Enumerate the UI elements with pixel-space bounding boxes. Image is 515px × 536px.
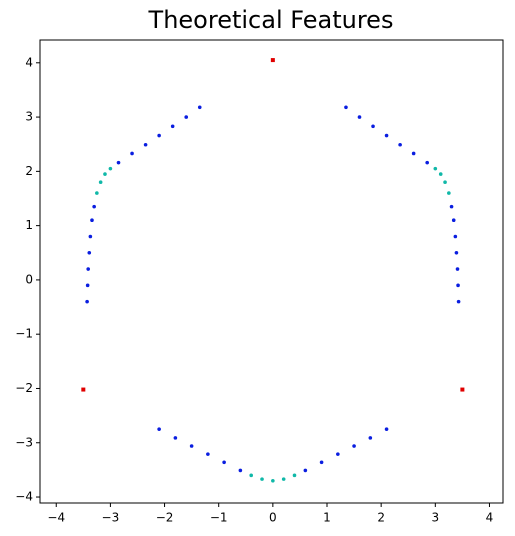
point — [238, 468, 243, 473]
point — [456, 283, 460, 288]
point — [85, 299, 89, 304]
point — [184, 115, 189, 119]
y-tick-label: 0 — [25, 272, 33, 286]
y-tick-label: −1 — [15, 327, 33, 341]
point — [425, 160, 429, 165]
point — [336, 452, 340, 456]
x-tick-label: −4 — [47, 511, 65, 525]
point — [411, 151, 416, 156]
point — [371, 124, 375, 129]
point — [384, 133, 389, 138]
point — [108, 166, 113, 171]
point — [197, 105, 202, 110]
point — [249, 473, 253, 478]
y-tick-label: 2 — [25, 164, 33, 178]
y-tick-label: 3 — [25, 110, 33, 124]
point — [88, 234, 93, 239]
point — [206, 452, 210, 456]
point — [455, 267, 460, 271]
point — [189, 444, 194, 448]
plot-frame — [39, 39, 504, 504]
y-tick-label: −3 — [15, 435, 33, 449]
point — [281, 477, 286, 481]
y-tick-label: 4 — [25, 55, 33, 69]
point — [456, 299, 461, 304]
point — [87, 250, 92, 255]
point — [92, 204, 96, 209]
x-tick-label: 4 — [486, 511, 494, 525]
point — [270, 58, 275, 63]
point — [173, 436, 178, 440]
point — [143, 142, 148, 147]
point — [447, 191, 451, 195]
point — [271, 478, 275, 483]
point — [453, 234, 458, 239]
point — [319, 460, 324, 465]
point — [443, 180, 447, 185]
point — [157, 427, 161, 431]
point — [398, 142, 402, 147]
point — [433, 166, 438, 171]
point — [103, 172, 107, 176]
point — [95, 191, 99, 195]
point — [454, 250, 459, 255]
chart-title: Theoretical Features — [148, 6, 394, 34]
point — [357, 115, 362, 119]
y-tick-label: −4 — [15, 490, 33, 504]
point — [98, 180, 103, 185]
y-tick-label: −2 — [15, 381, 33, 395]
point — [222, 460, 226, 465]
point — [85, 283, 90, 288]
point — [81, 387, 86, 392]
point — [352, 444, 356, 448]
y-tick-label: 1 — [25, 218, 33, 232]
x-tick-label: −3 — [102, 511, 120, 525]
point — [384, 427, 389, 431]
point — [368, 436, 373, 440]
x-tick-label: 2 — [377, 511, 385, 525]
x-tick-label: 0 — [269, 511, 277, 525]
point — [170, 124, 175, 129]
point — [303, 468, 308, 473]
point — [460, 387, 465, 392]
x-tick-label: 3 — [431, 511, 439, 525]
point — [260, 477, 264, 481]
point — [90, 218, 94, 223]
point — [292, 473, 297, 478]
point — [449, 204, 454, 209]
x-tick-label: 1 — [323, 511, 331, 525]
point — [438, 172, 443, 176]
point — [451, 218, 456, 223]
x-tick-label: −1 — [210, 511, 228, 525]
point — [116, 160, 121, 165]
x-tick-label: −2 — [156, 511, 174, 525]
point — [130, 151, 134, 156]
point — [157, 133, 161, 138]
point — [344, 105, 348, 110]
point — [86, 267, 90, 271]
